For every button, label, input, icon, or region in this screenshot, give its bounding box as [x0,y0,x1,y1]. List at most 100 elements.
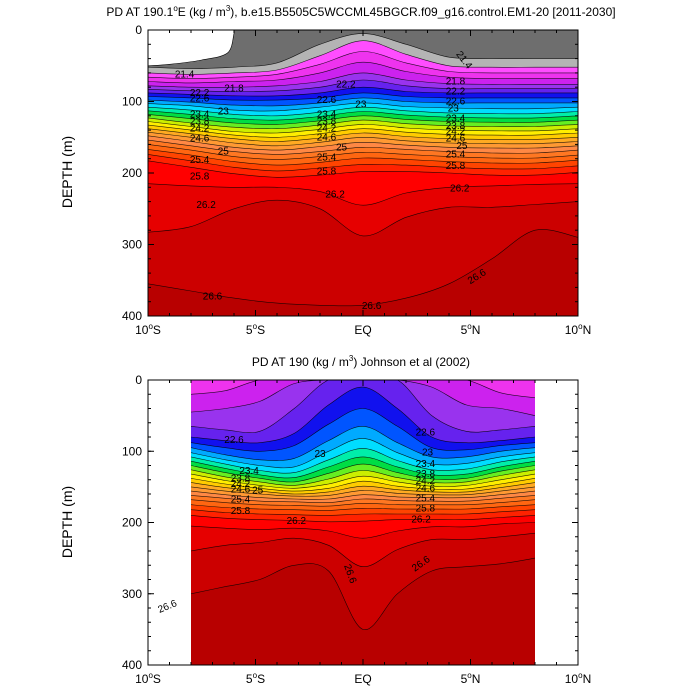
contour-label: 24.6 [231,485,251,496]
contour-label: 24.6 [446,134,466,145]
contour-label: 26.2 [196,200,216,211]
x-tick-label: 5oS [246,671,265,686]
y-tick-label: 300 [122,587,142,601]
x-tick-label: 5oN [461,322,481,337]
contour-label: 22.6 [317,95,337,106]
top-contour-panel: PD AT 190.1oE (kg / m3), b.e15.B5505C5WC… [59,4,616,337]
contour-line [148,110,578,121]
contour-line [148,128,578,142]
contour-label: 25.4 [446,149,466,160]
contour-label: 25.8 [231,506,251,517]
contour-label: 22.2 [446,86,466,97]
contour-label: 23.8 [446,121,466,132]
contour-label: 24.2 [416,476,436,487]
contour-label: 25.8 [317,167,337,178]
contour-label: 26.2 [325,189,345,200]
contour-label: 25 [218,147,230,158]
y-tick-label: 400 [122,309,142,323]
contour-label: 26.6 [156,598,179,616]
x-tick-label: 10oN [565,322,591,337]
contour-line [148,97,578,107]
top-filled-contours [148,30,578,316]
contour-label: 25 [336,142,348,153]
contour-line [191,557,535,630]
y-tick-label: 200 [122,516,142,530]
contour-line [148,117,578,130]
contour-label: 25.4 [190,155,210,166]
contour-label: 25 [252,485,264,496]
contour-line [148,92,578,101]
contour-label: 23 [355,99,367,110]
contour-label: 23 [218,107,230,118]
y-tick-label: 300 [122,238,142,252]
contour-line [148,114,578,125]
contour-label: 26.2 [450,184,470,195]
x-tick-label: 5oN [461,671,481,686]
contour-label: 23.4 [239,466,259,477]
y-tick-label: 0 [135,23,142,37]
contour-label: 23.8 [317,117,337,128]
contour-label: 23.8 [231,473,251,484]
contour-line [191,509,535,516]
contour-label: 21.8 [224,84,244,95]
contour-line [148,144,578,160]
top-panel-title: PD AT 190.1oE (kg / m3), b.e15.B5505C5WC… [106,4,615,19]
contour-band [148,229,578,316]
contour-label: 22.6 [190,94,210,105]
contour-label: 21.4 [175,69,195,80]
contour-label: 22.6 [446,97,466,108]
contour-line [191,380,535,434]
contour-label: 25.4 [416,493,436,504]
top-axes: 10oS 5oS EQ 5oN 10oN 0 100 200 300 400 [122,23,591,337]
contour-label: 25.4 [317,152,337,163]
bottom-filled-contours [191,380,535,665]
contour-line [191,408,535,452]
x-tick-label: EQ [354,323,371,337]
contour-line [148,124,578,138]
contour-label: 23.8 [416,469,436,480]
y-tick-label: 100 [122,95,142,109]
y-tick-label: 0 [135,373,142,387]
contour-line [148,131,578,147]
contour-line [148,102,578,112]
top-contour-labels: 21.421.822.222.62323.423.824.224.62525.4… [175,49,489,312]
contour-line [191,469,535,486]
contour-label: 22.6 [416,428,436,439]
contour-line [191,504,535,511]
contour-label: 23.4 [190,109,210,120]
contour-line [191,380,535,399]
contour-line [148,135,578,151]
contour-line [191,495,535,503]
contour-line [191,486,535,497]
bottom-contour-panel: PD AT 190 (kg / m3) Johnson et al (2002)… [59,354,591,686]
contour-label: 25.8 [190,172,210,183]
contour-label: 22.2 [190,88,210,99]
y-tick-label: 100 [122,444,142,458]
x-tick-label: EQ [354,672,371,686]
contour-label: 25 [456,141,468,152]
bottom-panel-title: PD AT 190 (kg / m3) Johnson et al (2002) [252,354,470,369]
contour-line [191,522,535,539]
contour-label: 23 [422,448,434,459]
contour-label: 24.6 [416,483,436,494]
contour-label: 23.4 [317,109,337,120]
contour-line [191,380,535,416]
contour-line [148,61,578,84]
contour-line [148,154,578,172]
contour-line [191,478,535,492]
bottom-axes: 10oS 5oS EQ 5oN 10oN 0 100 200 300 400 [122,373,591,686]
contour-line [191,448,535,474]
contour-line [191,386,535,444]
contour-label: 25.4 [231,495,251,506]
contour-label: 26.2 [287,516,307,527]
contour-line [191,463,535,483]
contour-label: 26.6 [203,292,223,303]
contour-line [148,79,578,92]
y-tick-label: 200 [122,166,142,180]
contour-line [191,490,535,500]
contour-line [148,139,578,155]
contour-label: 24.6 [317,132,337,143]
x-tick-label: 10oS [135,671,161,686]
contour-label: 24.6 [190,134,210,145]
